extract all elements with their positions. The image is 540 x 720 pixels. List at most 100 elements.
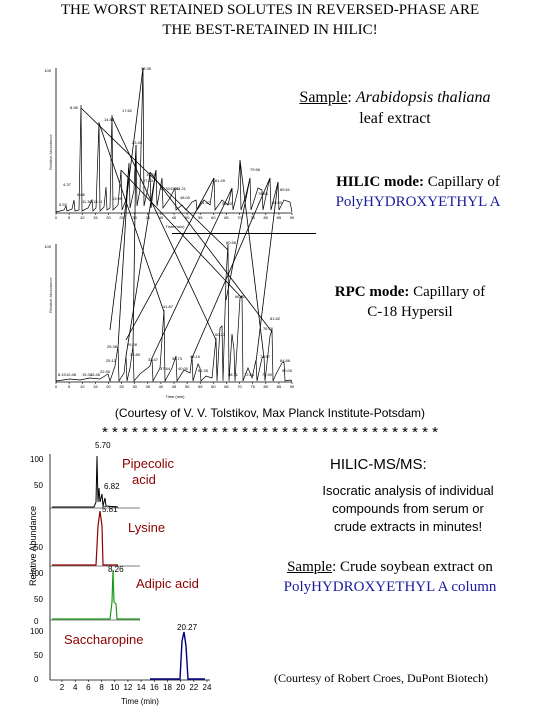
adipic-acid-label: Adipic acid <box>136 576 199 591</box>
lysine-trace <box>52 510 118 566</box>
pipecolic-label-1: Pipecolic <box>122 456 175 471</box>
svg-text:76.76: 76.76 <box>263 326 274 331</box>
x-tick-label: 20 <box>106 384 111 389</box>
svg-text:79.56: 79.56 <box>250 167 261 172</box>
x-tick-label: 20 <box>176 683 185 692</box>
x-tick-label: 0 <box>55 215 58 220</box>
sample-soybean: Sample: Crude soybean extract on PolyHYD… <box>283 559 497 595</box>
svg-text:13.99: 13.99 <box>112 196 123 201</box>
svg-text:5.53: 5.53 <box>59 202 68 207</box>
x-tick-label: 45 <box>172 215 177 220</box>
x-tick-label: 45 <box>172 384 177 389</box>
svg-text:25.38: 25.38 <box>107 344 118 349</box>
x-tick-label: 10 <box>110 683 119 692</box>
svg-text:51.37: 51.37 <box>200 200 211 205</box>
x-tick-label: 8 <box>99 683 104 692</box>
svg-text:29.28: 29.28 <box>127 342 138 347</box>
saccharopine-trace <box>150 631 205 680</box>
svg-text:84.86: 84.86 <box>280 358 291 363</box>
rpc-mode-label: RPC mode: Capillary of C-18 Hypersil <box>334 284 486 320</box>
courtesy-croes: (Courtesy of Robert Croes, DuPont Biotec… <box>274 671 488 685</box>
x-tick-label: 12 <box>123 683 132 692</box>
x-tick-label: 22 <box>189 683 198 692</box>
x-tick-label: 40 <box>159 384 164 389</box>
svg-text:38.35: 38.35 <box>141 66 152 71</box>
svg-text:61.49: 61.49 <box>215 178 226 183</box>
svg-text:6.82: 6.82 <box>104 482 120 491</box>
svg-text:8.15: 8.15 <box>58 372 67 377</box>
x-tick-label: 60 <box>211 215 216 220</box>
svg-text:19.05: 19.05 <box>146 172 157 177</box>
svg-text:9.88: 9.88 <box>77 192 86 197</box>
x-tick-label: 85 <box>277 384 282 389</box>
x-tick-label: 16 <box>150 683 159 692</box>
svg-text:27.63: 27.63 <box>143 178 154 183</box>
x-tick-label: 90 <box>290 384 295 389</box>
title-line1: THE WORST RETAINED SOLUTES IN REVERSED-P… <box>60 2 480 18</box>
svg-text:11.36: 11.36 <box>82 199 92 204</box>
svg-text:32.47: 32.47 <box>148 357 159 362</box>
courtesy-tolstikov: (Courtesy of V. V. Tolstikov, Max Planck… <box>114 406 426 420</box>
svg-text:59.03: 59.03 <box>222 201 233 206</box>
x-tick-label: 15 <box>93 215 98 220</box>
svg-text:100: 100 <box>44 244 51 249</box>
rpc-peak-labels: 60.56 66.01 41.87 81.62 60.23 76.76 25.3… <box>58 240 293 377</box>
x-tick-label: 24 <box>203 683 212 692</box>
svg-text:60.56: 60.56 <box>226 240 237 245</box>
svg-text:41.21: 41.21 <box>176 186 187 191</box>
hilic-mode-label: HILIC mode: Capillary of PolyHYDROXYETHY… <box>335 174 501 210</box>
peak-correlation-lines <box>80 67 279 363</box>
svg-text:40.00: 40.00 <box>178 366 189 371</box>
svg-text:32.80: 32.80 <box>130 352 141 357</box>
svg-text:41.87: 41.87 <box>163 304 174 309</box>
svg-text:50: 50 <box>34 651 43 660</box>
svg-text:43.41: 43.41 <box>170 186 181 191</box>
x-tick-label: 10 <box>80 384 85 389</box>
x-tick-label: 20 <box>106 215 111 220</box>
x-tick-label: 0 <box>55 384 58 389</box>
svg-text:13.11: 13.11 <box>93 199 103 204</box>
svg-text:20.27: 20.27 <box>177 623 198 632</box>
svg-text:8.26: 8.26 <box>108 565 124 574</box>
svg-text:50: 50 <box>34 595 43 604</box>
svg-text:50: 50 <box>34 481 43 490</box>
svg-text:23.45: 23.45 <box>132 140 143 145</box>
svg-text:42.32: 42.32 <box>160 186 171 191</box>
msms-xlabel: Time (min) <box>121 697 159 706</box>
msms-x-ticks: 2 4 6 8 10 12 14 16 18 20 22 24 <box>60 680 212 692</box>
x-tick-label: 25 <box>119 384 124 389</box>
adipic-acid-trace <box>52 569 140 620</box>
x-tick-label: 2 <box>60 683 65 692</box>
svg-text:100: 100 <box>44 68 51 73</box>
x-tick-label: 60 <box>211 384 216 389</box>
svg-text:25.12: 25.12 <box>106 358 117 363</box>
hilic-ylabel: Relative Abundance <box>48 134 53 170</box>
x-tick-label: 80 <box>264 384 269 389</box>
x-tick-label: 70 <box>237 384 242 389</box>
svg-text:73.97: 73.97 <box>260 354 271 359</box>
saccharopine-label: Saccharopine <box>64 632 144 647</box>
x-tick-label: 55 <box>198 215 203 220</box>
rpc-ylabel: Relative Abundance <box>48 277 53 313</box>
page-title: THE WORST RETAINED SOLUTES IN REVERSED-P… <box>0 0 540 40</box>
x-tick-label: 5 <box>68 384 71 389</box>
svg-text:10.48: 10.48 <box>66 372 77 377</box>
svg-text:0: 0 <box>34 675 39 684</box>
svg-text:81.62: 81.62 <box>270 316 281 321</box>
rpc-chromatogram: Relative Abundance 100 0 5 10 15 20 25 30 35 40 4… <box>44 240 295 399</box>
svg-text:72.90: 72.90 <box>262 372 273 377</box>
x-tick-label: 18 <box>163 683 172 692</box>
sample-arabidopsis: Sample: Arabidopsis thaliana leaf extrac… <box>299 89 491 127</box>
svg-text:51.35: 51.35 <box>198 368 209 373</box>
x-tick-label: 65 <box>224 384 229 389</box>
svg-text:85.00: 85.00 <box>272 200 283 205</box>
x-tick-label: 65 <box>224 215 229 220</box>
svg-text:17.62: 17.62 <box>122 108 133 113</box>
svg-text:89.61: 89.61 <box>280 187 291 192</box>
x-tick-label: 30 <box>132 384 137 389</box>
x-tick-label: 35 <box>146 384 151 389</box>
svg-text:4.37: 4.37 <box>63 182 72 187</box>
x-tick-label: 90 <box>290 215 295 220</box>
svg-text:72.84: 72.84 <box>244 372 255 377</box>
x-tick-label: 50 <box>185 384 190 389</box>
